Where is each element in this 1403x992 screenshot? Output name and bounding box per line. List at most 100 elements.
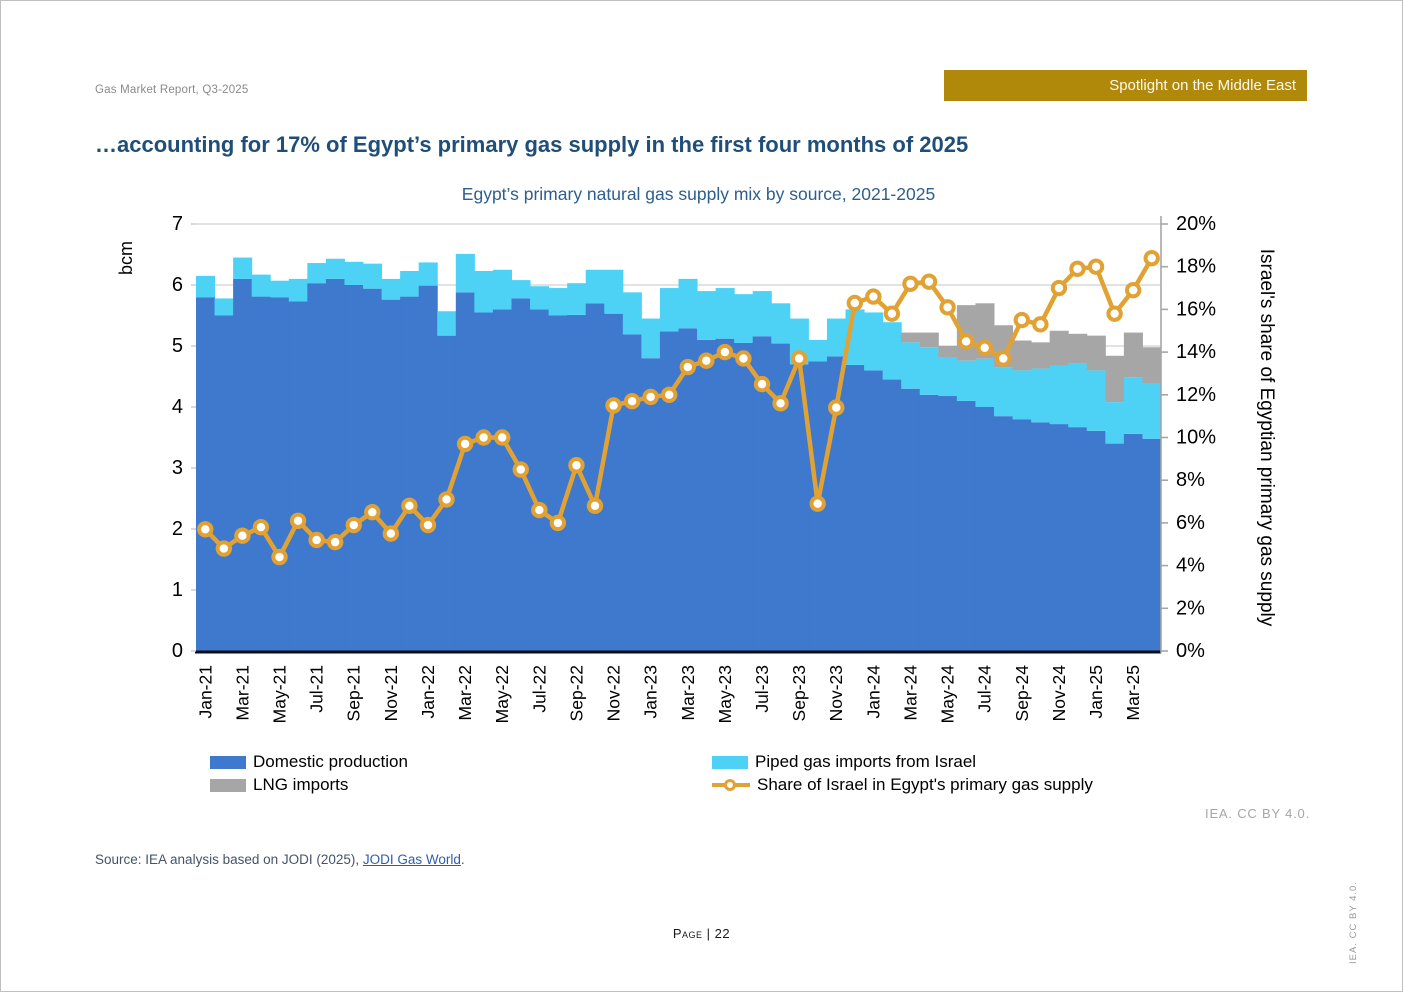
source-text: Source: IEA analysis based on JODI (2025…	[95, 852, 363, 867]
legend-label: Share of Israel in Egypt's primary gas s…	[757, 775, 1093, 794]
bar-segment-2	[1123, 332, 1143, 378]
bar-segment-0	[882, 379, 902, 651]
bar-segment-1	[715, 288, 735, 339]
bar-segment-2	[1142, 347, 1162, 384]
bar-segment-1	[734, 294, 754, 343]
bar-segment-0	[381, 299, 401, 651]
share-line-marker	[1106, 305, 1123, 322]
license-attribution: IEA. CC BY 4.0.	[1205, 806, 1310, 821]
left-axis-tick-label: 5	[172, 335, 183, 357]
bar-segment-0	[233, 278, 253, 651]
bar-segment-1	[196, 275, 216, 298]
bar-segment-0	[530, 309, 550, 651]
bar-segment-0	[993, 416, 1014, 651]
bar-segment-0	[771, 343, 791, 651]
share-line-marker	[883, 305, 901, 322]
share-line-marker	[289, 512, 307, 529]
bar-segment-1	[975, 358, 995, 407]
bar-segment-1	[437, 311, 457, 336]
bar-segment-1	[808, 339, 828, 362]
bar-segment-2	[938, 346, 958, 358]
bar-segment-0	[622, 334, 642, 651]
vertical-license-note: IEA. CC BY 4.0.	[1348, 881, 1359, 964]
right-axis-tick-label: 14%	[1176, 341, 1216, 363]
bar-segment-1	[659, 288, 679, 332]
left-axis-tick-label: 1	[172, 579, 183, 601]
bar-segment-0	[400, 296, 420, 651]
bar-segment-0	[975, 407, 995, 651]
israel-share-line-swatch	[712, 778, 750, 792]
bar-segment-0	[1012, 419, 1032, 651]
share-line-marker	[939, 299, 956, 316]
bar-segment-1	[270, 280, 290, 298]
x-axis-tick-label: Sep-24	[1012, 665, 1032, 722]
bar-segment-1	[956, 360, 976, 401]
bar-segment-1	[1105, 402, 1125, 444]
bar-segment-1	[567, 283, 587, 315]
share-line-marker	[494, 429, 511, 446]
bar-segment-1	[882, 322, 902, 380]
x-axis-tick-label: Mar-23	[678, 665, 698, 720]
bar-segment-0	[659, 331, 679, 651]
bar-segment-0	[752, 336, 772, 651]
section-badge: Spotlight on the Middle East	[944, 70, 1307, 101]
bar-segment-0	[474, 312, 494, 651]
bar-segment-1	[938, 357, 958, 397]
legend-label: Domestic production	[253, 752, 408, 771]
page-number: Page | 22	[672, 926, 731, 941]
chart-title: Egypt’s primary natural gas supply mix b…	[462, 184, 935, 204]
bar-segment-0	[363, 288, 383, 651]
share-line	[203, 255, 1154, 560]
jodi-gas-world-link[interactable]: JODI Gas World	[362, 852, 461, 867]
bar-segment-1	[919, 347, 939, 395]
bar-segment-1	[1068, 363, 1088, 428]
share-line-marker	[846, 294, 863, 312]
x-axis-tick-label: Nov-22	[604, 665, 624, 721]
bar-segment-0	[1031, 422, 1051, 651]
x-axis-tick-label: Sep-22	[566, 665, 586, 721]
domestic-production-swatch	[210, 755, 246, 769]
left-axis-title: bcm	[116, 241, 136, 275]
left-axis-tick-label: 3	[172, 457, 183, 479]
bar-segment-0	[604, 313, 624, 651]
share-line-marker	[716, 343, 734, 361]
bar-segment-1	[752, 291, 772, 337]
bar-segment-0	[585, 303, 605, 651]
bar-segment-1	[307, 263, 327, 284]
x-axis-tick-label: Nov-21	[381, 665, 401, 721]
bar-segment-1	[1012, 370, 1032, 420]
bar-segment-0	[548, 315, 568, 651]
share-line-marker	[698, 352, 715, 369]
share-line-marker	[531, 501, 548, 519]
bar-segment-0	[956, 400, 976, 651]
bar-segment-2	[1031, 342, 1051, 369]
share-line-marker	[252, 518, 270, 536]
x-axis-tick-label: Jul-23	[752, 665, 772, 713]
share-line-marker	[790, 350, 808, 367]
x-axis-tick-label: May-23	[715, 665, 735, 723]
share-line-marker	[865, 288, 882, 305]
bar-segment-0	[1142, 438, 1162, 651]
share-line-marker	[920, 273, 938, 290]
x-axis-tick-label: Mar-21	[232, 665, 252, 720]
bar-segment-0	[734, 342, 754, 651]
share-line-marker	[809, 495, 826, 512]
bar-segment-0	[1105, 443, 1125, 651]
bar-segment-1	[400, 270, 420, 297]
source-note: Source: IEA analysis based on JODI (2025…	[95, 852, 465, 867]
bar-segment-1	[548, 288, 568, 316]
bar-segment-1	[418, 262, 438, 286]
share-line-marker	[197, 521, 214, 538]
x-axis-tick-label: Sep-23	[789, 665, 809, 721]
bar-segment-1	[622, 292, 642, 335]
bar-segment-0	[641, 358, 661, 651]
left-axis-tick-label: 7	[172, 213, 183, 235]
right-axis-tick-label: 12%	[1176, 384, 1216, 406]
share-line-marker	[586, 497, 604, 515]
bar-segment-0	[1123, 433, 1143, 651]
share-line-marker	[456, 435, 474, 453]
share-line-marker	[1087, 258, 1105, 275]
chart-area: Egypt’s primary natural gas supply mix b…	[60, 170, 1290, 830]
bar-segment-0	[214, 315, 234, 651]
bar-segment-1	[288, 278, 308, 302]
